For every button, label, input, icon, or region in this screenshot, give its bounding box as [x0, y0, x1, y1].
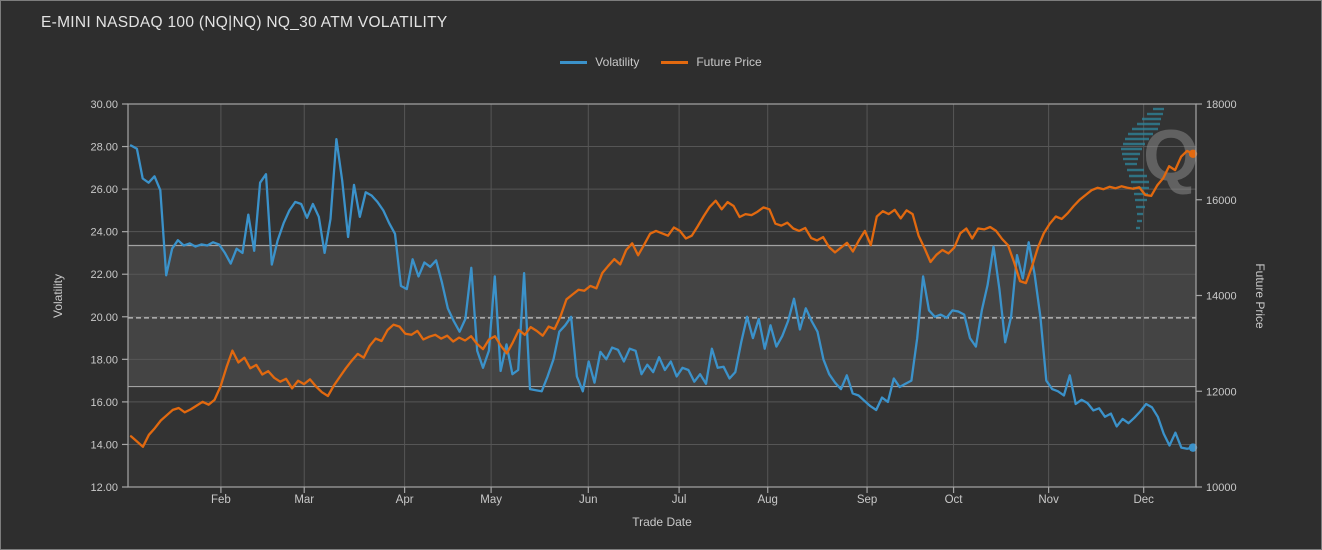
plot-background [128, 104, 1196, 487]
right-axis-tick-label: 16000 [1206, 195, 1237, 207]
left-axis-tick-label: 28.00 [90, 142, 118, 154]
x-axis-tick-label: Sep [857, 494, 877, 506]
legend: Volatility Future Price [1, 55, 1321, 69]
x-axis-tick-label: Mar [294, 494, 314, 506]
right-axis-title: Future Price [1253, 263, 1267, 329]
left-axis-tick-label: 22.00 [90, 269, 118, 281]
right-axis-tick-label: 12000 [1206, 386, 1237, 398]
left-axis-tick-label: 20.00 [90, 312, 118, 324]
left-axis-tick-label: 12.00 [90, 482, 118, 494]
left-axis-tick-label: 24.00 [90, 227, 118, 239]
future-price-series-line[interactable] [129, 149, 1195, 448]
volatility-end-point-marker [1188, 443, 1198, 452]
x-axis-tick-label: Dec [1133, 494, 1154, 506]
right-axis-tick-label: 14000 [1206, 291, 1237, 303]
x-axis-tick-label: Apr [396, 494, 414, 506]
x-axis-tick-label: Jul [672, 494, 687, 506]
left-axis-tick-label: 18.00 [90, 354, 118, 366]
x-axis-tick-label: Nov [1038, 494, 1059, 506]
left-axis-tick-label: 26.00 [90, 184, 118, 196]
volatility-line-swatch-icon [560, 60, 588, 64]
legend-label-future-price: Future Price [696, 55, 762, 69]
right-axis-tick-label: 10000 [1206, 482, 1237, 494]
future-price-end-point-marker [1188, 149, 1198, 158]
future-price-line-swatch-icon [661, 60, 689, 64]
left-axis-title: Volatility [51, 273, 65, 319]
x-axis-tick-label: May [480, 494, 502, 506]
legend-item-future-price[interactable]: Future Price [661, 55, 762, 69]
x-axis-tick-label: Oct [945, 494, 964, 506]
chart-title: E-MINI NASDAQ 100 (NQ|NQ) NQ_30 ATM VOLA… [41, 14, 448, 31]
legend-label-volatility: Volatility [595, 55, 640, 69]
right-axis-tick-label: 18000 [1206, 99, 1237, 111]
legend-item-volatility[interactable]: Volatility [560, 55, 639, 69]
x-axis-title: Trade Date [632, 515, 692, 529]
x-axis-tick-label: Aug [757, 494, 777, 506]
x-axis-tick-label: Jun [579, 494, 598, 506]
left-axis-tick-label: 16.00 [90, 397, 118, 409]
left-axis-tick-label: 14.00 [90, 439, 118, 451]
x-axis-tick-label: Feb [211, 494, 231, 506]
left-axis-tick-label: 30.00 [90, 99, 118, 111]
